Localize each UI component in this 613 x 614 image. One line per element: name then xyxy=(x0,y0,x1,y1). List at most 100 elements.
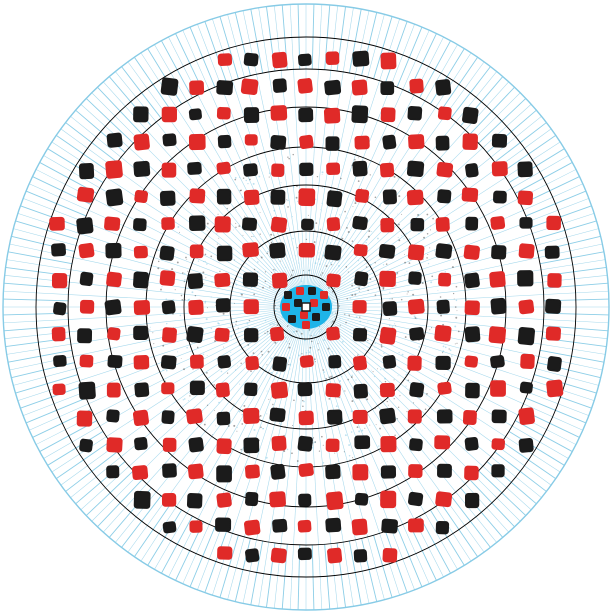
speckle-dot xyxy=(318,252,320,254)
spoke-line xyxy=(97,86,143,135)
speckle-dot xyxy=(229,437,231,439)
black-square-marker xyxy=(272,78,287,93)
spoke-line xyxy=(161,515,193,574)
speckle-dot xyxy=(330,322,332,324)
speckle-dot xyxy=(452,292,455,295)
spoke-line xyxy=(501,441,556,479)
speckle-dot xyxy=(425,395,427,397)
spoke-line xyxy=(373,16,393,79)
black-square-marker xyxy=(245,491,259,507)
red-square-marker xyxy=(408,518,424,533)
speckle-dot xyxy=(369,278,372,280)
black-square-marker xyxy=(162,463,177,478)
speckle-dot xyxy=(272,403,274,406)
speckle-dot xyxy=(216,243,218,245)
black-square-marker xyxy=(354,435,371,450)
speckle-dot xyxy=(367,235,370,238)
speckle-dot xyxy=(187,400,189,402)
speckle-dot xyxy=(429,329,431,331)
speckle-dot xyxy=(274,291,276,293)
speckle-dot xyxy=(442,350,445,353)
red-square-marker xyxy=(79,354,94,368)
speckle-dot xyxy=(276,372,278,374)
red-square-marker xyxy=(326,162,341,176)
speckle-dot xyxy=(211,281,213,283)
speckle-dot xyxy=(218,237,220,239)
speckle-dot xyxy=(406,232,408,234)
speckle-dot xyxy=(318,331,320,333)
speckle-dot xyxy=(180,294,183,297)
red-square-marker xyxy=(546,215,561,231)
speckle-dot xyxy=(186,287,188,289)
speckle-dot xyxy=(393,379,395,381)
spoke-line xyxy=(250,540,264,606)
spoke-line xyxy=(65,122,118,163)
speckle-dot xyxy=(379,427,381,430)
speckle-dot xyxy=(180,357,182,359)
speckle-dot xyxy=(226,372,229,374)
spoke-line xyxy=(6,259,299,307)
speckle-dot xyxy=(296,460,299,462)
red-square-marker xyxy=(217,53,233,66)
red-square-marker xyxy=(407,244,425,261)
speckle-dot xyxy=(233,403,235,405)
speckle-dot xyxy=(367,289,369,291)
speckle-dot xyxy=(219,270,221,272)
speckle-dot xyxy=(407,291,409,293)
speckle-dot xyxy=(309,346,312,349)
speckle-dot xyxy=(291,278,293,280)
speckle-dot xyxy=(162,369,164,371)
speckle-dot xyxy=(283,450,286,453)
speckle-dot xyxy=(233,302,235,304)
spoke-line xyxy=(508,430,565,466)
speckle-dot xyxy=(235,323,237,325)
red-square-marker xyxy=(269,326,285,342)
speckle-dot xyxy=(332,320,335,323)
speckle-dot xyxy=(408,262,411,264)
speckle-dot xyxy=(339,380,342,382)
speckle-dot xyxy=(260,426,262,429)
red-square-marker xyxy=(271,163,285,177)
spoke-line xyxy=(429,48,465,105)
red-square-marker xyxy=(379,162,395,178)
speckle-dot xyxy=(202,271,205,274)
red-square-marker xyxy=(351,79,368,96)
black-square-marker xyxy=(53,354,67,368)
red-square-marker xyxy=(216,438,232,455)
spoke-line xyxy=(127,61,302,301)
red-square-marker xyxy=(380,107,396,123)
speckle-dot xyxy=(179,314,182,317)
speckle-dot xyxy=(194,294,197,297)
red-square-marker xyxy=(464,465,479,481)
speckle-dot xyxy=(268,371,270,374)
speckle-dot xyxy=(160,288,162,291)
speckle-dot xyxy=(345,266,347,268)
speckle-dot xyxy=(177,351,179,353)
speckle-dot xyxy=(317,258,320,261)
speckle-dot xyxy=(235,283,238,286)
speckle-dot xyxy=(416,317,418,320)
speckle-dot xyxy=(222,312,225,315)
speckle-dot xyxy=(300,332,303,335)
red-square-marker xyxy=(298,242,315,258)
black-square-marker xyxy=(437,463,452,478)
speckle-dot xyxy=(253,428,256,431)
speckle-dot xyxy=(316,236,318,238)
red-square-marker xyxy=(296,287,304,295)
speckle-dot xyxy=(297,354,300,357)
red-square-marker xyxy=(189,520,203,533)
speckle-dot xyxy=(418,213,420,216)
speckle-dot xyxy=(425,367,427,369)
speckle-dot xyxy=(302,400,304,402)
red-square-marker xyxy=(271,272,288,289)
spoke-line xyxy=(258,7,306,300)
speckle-dot xyxy=(397,177,399,179)
black-square-marker xyxy=(216,188,232,205)
speckle-dot xyxy=(308,334,311,336)
red-square-marker xyxy=(187,463,204,480)
speckle-dot xyxy=(268,172,271,175)
speckle-dot xyxy=(235,320,238,323)
red-square-marker xyxy=(325,51,340,65)
black-square-marker xyxy=(406,160,425,178)
speckle-dot xyxy=(308,269,311,272)
